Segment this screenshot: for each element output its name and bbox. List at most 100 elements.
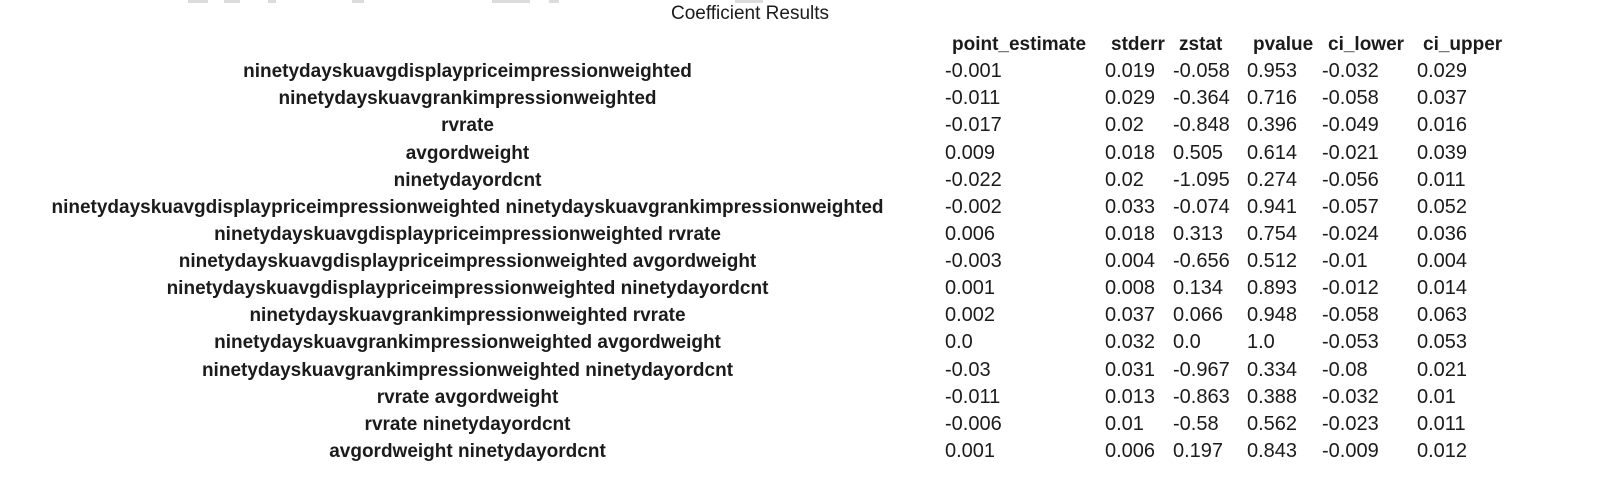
cell-zstat: -0.364 bbox=[1173, 87, 1230, 110]
cell-ci-lower: -0.08 bbox=[1322, 358, 1368, 381]
cell-pvalue: 0.274 bbox=[1247, 168, 1298, 191]
cell-point-estimate: 0.001 bbox=[945, 439, 996, 462]
cell-zstat: -0.967 bbox=[1173, 358, 1230, 381]
cell-pvalue: 0.754 bbox=[1247, 222, 1298, 245]
cell-pvalue: 0.334 bbox=[1247, 358, 1298, 381]
cell-zstat: -0.848 bbox=[1173, 114, 1230, 137]
row-label: ninetydayskuavgrankimpressionweighted av… bbox=[214, 332, 721, 354]
row-label: ninetydayskuavgdisplaypriceimpressionwei… bbox=[214, 223, 721, 245]
cell-ci-upper: 0.012 bbox=[1417, 439, 1468, 462]
cell-pvalue: 0.562 bbox=[1247, 412, 1298, 435]
cropped-text-artifact bbox=[352, 0, 364, 3]
row-label: ninetydayskuavgrankimpressionweighted ni… bbox=[201, 359, 734, 381]
cell-point-estimate: 0.002 bbox=[945, 304, 996, 327]
row-label: ninetydayordcnt bbox=[393, 169, 542, 191]
cropped-text-artifact bbox=[549, 0, 559, 3]
cell-ci-lower: -0.058 bbox=[1322, 304, 1379, 327]
cell-stderr: 0.018 bbox=[1105, 141, 1156, 164]
cell-ci-lower: -0.032 bbox=[1322, 385, 1379, 408]
cell-zstat: 0.066 bbox=[1173, 304, 1224, 327]
cell-pvalue: 0.941 bbox=[1247, 195, 1298, 218]
column-header-ci-upper: ci_upper bbox=[1423, 34, 1503, 56]
cell-zstat: -0.863 bbox=[1173, 385, 1230, 408]
cell-ci-lower: -0.009 bbox=[1322, 439, 1379, 462]
cell-ci-lower: -0.01 bbox=[1322, 250, 1368, 273]
cell-stderr: 0.019 bbox=[1105, 60, 1156, 83]
cell-ci-upper: 0.011 bbox=[1417, 168, 1466, 191]
cell-point-estimate: -0.022 bbox=[945, 168, 1002, 191]
row-label: avgordweight ninetydayordcnt bbox=[329, 440, 606, 462]
cell-ci-lower: -0.056 bbox=[1322, 168, 1379, 191]
row-label: rvrate ninetydayordcnt bbox=[364, 413, 571, 435]
cell-zstat: -1.095 bbox=[1173, 168, 1230, 191]
cell-ci-upper: 0.021 bbox=[1417, 358, 1468, 381]
cell-point-estimate: 0.001 bbox=[945, 277, 996, 300]
cell-stderr: 0.037 bbox=[1105, 304, 1156, 327]
figure-title: Coefficient Results bbox=[670, 3, 830, 24]
row-label: ninetydayskuavgdisplaypriceimpressionwei… bbox=[51, 196, 884, 218]
cell-stderr: 0.01 bbox=[1105, 412, 1144, 435]
row-label: ninetydayskuavgdisplaypriceimpressionwei… bbox=[166, 278, 769, 300]
cell-zstat: 0.313 bbox=[1173, 222, 1224, 245]
cell-point-estimate: -0.03 bbox=[945, 358, 991, 381]
cell-ci-lower: -0.058 bbox=[1322, 87, 1379, 110]
cell-point-estimate: -0.002 bbox=[945, 195, 1002, 218]
cell-stderr: 0.031 bbox=[1105, 358, 1156, 381]
cell-ci-upper: 0.004 bbox=[1417, 250, 1468, 273]
cell-zstat: -0.58 bbox=[1173, 412, 1219, 435]
column-header-point-estimate: point_estimate bbox=[952, 34, 1087, 56]
cell-zstat: 0.134 bbox=[1173, 277, 1224, 300]
cell-ci-lower: -0.057 bbox=[1322, 195, 1379, 218]
row-label: avgordweight bbox=[405, 142, 530, 164]
cell-zstat: 0.505 bbox=[1173, 141, 1224, 164]
cell-zstat: -0.058 bbox=[1173, 60, 1230, 83]
cell-point-estimate: 0.009 bbox=[945, 141, 996, 164]
cell-stderr: 0.004 bbox=[1105, 250, 1156, 273]
cell-ci-upper: 0.052 bbox=[1417, 195, 1468, 218]
cell-zstat: 0.197 bbox=[1173, 439, 1224, 462]
cell-point-estimate: -0.011 bbox=[945, 385, 1001, 408]
cell-point-estimate: 0.006 bbox=[945, 222, 996, 245]
cell-stderr: 0.032 bbox=[1105, 331, 1156, 354]
cell-ci-upper: 0.039 bbox=[1417, 141, 1468, 164]
cell-ci-lower: -0.032 bbox=[1322, 60, 1379, 83]
cell-stderr: 0.006 bbox=[1105, 439, 1156, 462]
cropped-text-artifact bbox=[492, 0, 530, 3]
cell-pvalue: 0.893 bbox=[1247, 277, 1298, 300]
cell-pvalue: 0.614 bbox=[1247, 141, 1298, 164]
cell-zstat: 0.0 bbox=[1173, 331, 1201, 354]
cell-pvalue: 1.0 bbox=[1247, 331, 1275, 354]
cropped-text-artifact bbox=[224, 0, 240, 3]
cell-zstat: -0.656 bbox=[1173, 250, 1230, 273]
row-label: ninetydayskuavgrankimpressionweighted rv… bbox=[249, 305, 686, 327]
cell-pvalue: 0.843 bbox=[1247, 439, 1298, 462]
cell-ci-upper: 0.014 bbox=[1417, 277, 1468, 300]
cell-point-estimate: -0.011 bbox=[945, 87, 1001, 110]
cell-ci-lower: -0.012 bbox=[1322, 277, 1379, 300]
cell-point-estimate: -0.006 bbox=[945, 412, 1002, 435]
cell-point-estimate: 0.0 bbox=[945, 331, 973, 354]
row-label: ninetydayskuavgdisplaypriceimpressionwei… bbox=[243, 61, 692, 83]
cell-ci-lower: -0.023 bbox=[1322, 412, 1379, 435]
cell-pvalue: 0.953 bbox=[1247, 60, 1298, 83]
cell-ci-upper: 0.029 bbox=[1417, 60, 1468, 83]
cell-stderr: 0.033 bbox=[1105, 195, 1156, 218]
cropped-text-artifact bbox=[268, 0, 276, 3]
cell-pvalue: 0.948 bbox=[1247, 304, 1298, 327]
cell-stderr: 0.029 bbox=[1105, 87, 1156, 110]
cell-point-estimate: -0.003 bbox=[945, 250, 1002, 273]
column-header-ci-lower: ci_lower bbox=[1328, 34, 1405, 56]
cell-stderr: 0.008 bbox=[1105, 277, 1156, 300]
cropped-text-artifact bbox=[188, 0, 208, 3]
cell-ci-upper: 0.053 bbox=[1417, 331, 1468, 354]
cell-ci-upper: 0.037 bbox=[1417, 87, 1468, 110]
cell-point-estimate: -0.001 bbox=[945, 60, 1002, 83]
coefficient-table: point_estimate stderr zstat pvalue ci_lo… bbox=[0, 31, 1502, 465]
cell-ci-upper: 0.011 bbox=[1417, 412, 1466, 435]
cell-stderr: 0.018 bbox=[1105, 222, 1156, 245]
cell-ci-lower: -0.024 bbox=[1322, 222, 1379, 245]
cell-stderr: 0.013 bbox=[1105, 385, 1156, 408]
cell-point-estimate: -0.017 bbox=[945, 114, 1002, 137]
row-label: rvrate bbox=[441, 115, 494, 137]
